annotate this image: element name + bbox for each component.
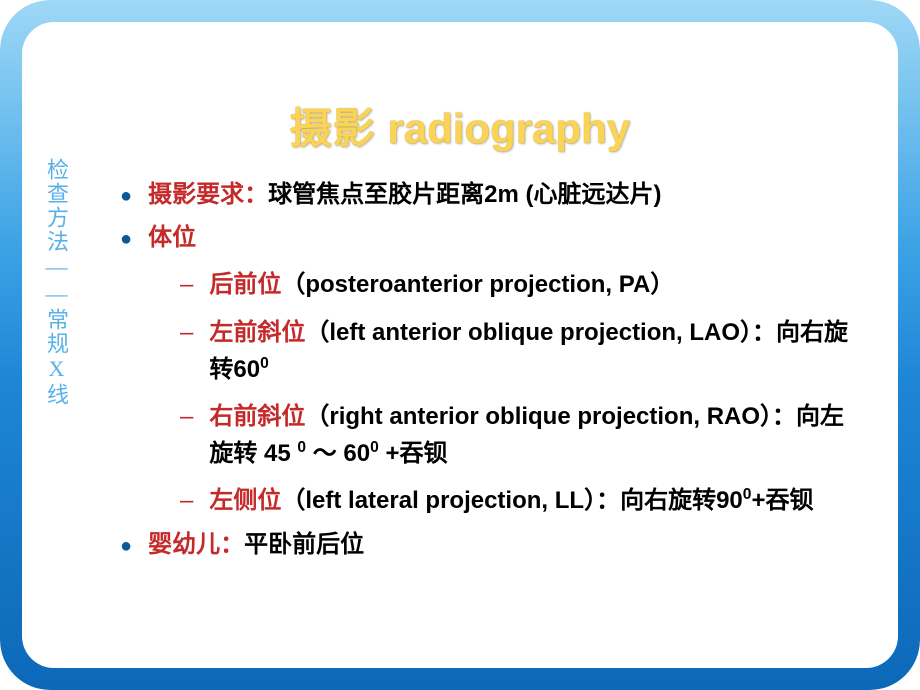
sub-text: （left anterior oblique projection, LAO）：… [209,319,848,383]
sub-text: （left lateral projection, LL）：向右旋转90 [281,487,742,514]
sub-text: +吞钡 [379,440,448,467]
sub-text: （right anterior oblique projection, RAO）… [209,403,844,467]
sub-text: （posteroanterior projection, PA） [281,271,674,298]
dash-icon: – [180,482,193,519]
sub-label: 右前斜位 [209,403,305,430]
dash-icon: – [180,314,193,388]
item-label: 摄影要求： [148,181,268,208]
bullet-item: ● 摄影要求：球管焦点至胶片距离2m (心脏远达片) [120,176,860,213]
disc-icon: ● [120,224,132,256]
slide-title: 摄影 radiography [0,95,920,156]
sub-label: 左前斜位 [209,319,305,346]
sub-item: – 左侧位（left lateral projection, LL）：向右旋转9… [180,482,860,519]
superscript: 0 [260,355,269,372]
sub-label: 左侧位 [209,487,281,514]
title-en: radiography [387,105,630,152]
dash-icon: – [180,398,193,472]
item-label: 婴幼儿： [148,531,244,558]
sub-label: 后前位 [209,271,281,298]
content: ● 摄影要求：球管焦点至胶片距离2m (心脏远达片) ● 体位 – 后前位（po… [120,170,860,563]
superscript: 0 [297,439,306,456]
superscript: 0 [370,439,379,456]
sub-text: +吞钡 [751,487,813,514]
item-text: 球管焦点至胶片距离2m (心脏远达片) [268,181,661,208]
dash-icon: – [180,266,193,303]
title-cn: 摄影 [290,105,376,152]
item-text: 平卧前后位 [244,531,364,558]
sub-text: ～ 60 [306,440,370,467]
sub-item: – 左前斜位（left anterior oblique projection,… [180,314,860,388]
disc-icon: ● [120,181,132,213]
disc-icon: ● [120,531,132,563]
sidebar-label: 检查方法——常规X线 [40,158,72,407]
item-label: 体位 [148,224,196,251]
bullet-item: ● 婴幼儿：平卧前后位 [120,526,860,563]
sub-item: – 后前位（posteroanterior projection, PA） [180,266,860,303]
bullet-item: ● 体位 [120,219,860,256]
sub-item: – 右前斜位（right anterior oblique projection… [180,398,860,472]
